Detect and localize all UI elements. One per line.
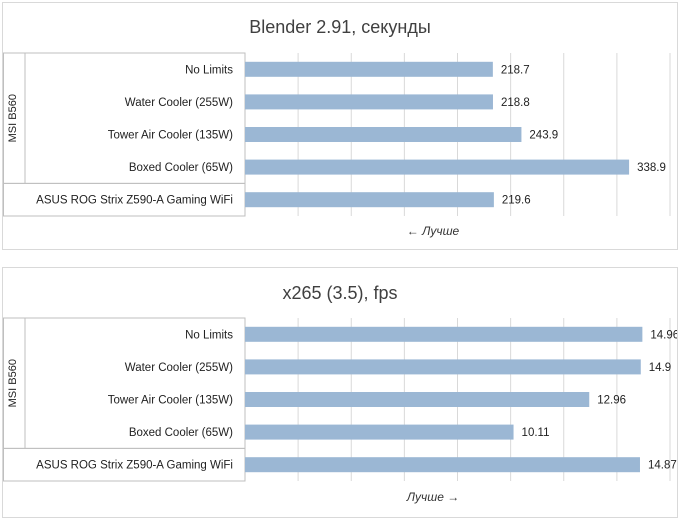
data-label: 14.96 xyxy=(650,329,677,341)
category-label: No Limits xyxy=(185,64,233,76)
bar xyxy=(245,192,494,208)
bar xyxy=(245,159,630,175)
bar xyxy=(245,94,493,110)
category-label: Boxed Cooler (65W) xyxy=(129,427,233,439)
bar xyxy=(245,424,514,440)
category-label: ASUS ROG Strix Z590-A Gaming WiFi xyxy=(36,195,233,207)
better-note: ← Лучше xyxy=(407,224,460,238)
bar xyxy=(245,457,640,473)
category-label: ASUS ROG Strix Z590-A Gaming WiFi xyxy=(36,460,233,472)
data-label: 338.9 xyxy=(637,162,666,174)
blender-chart-panel: Blender 2.91, секунды MSI B560 No Limits 21… xyxy=(2,2,678,250)
bar xyxy=(245,326,643,342)
data-label: 14.87 xyxy=(648,460,677,472)
data-label: 12.96 xyxy=(597,395,626,407)
x265-chart: x265 (3.5), fps MSI B560 No Limits 14.96 Wat… xyxy=(3,283,677,504)
chart-title: Blender 2.91, секунды xyxy=(249,17,431,37)
data-label: 219.6 xyxy=(502,195,531,207)
bar xyxy=(245,127,522,142)
category-label: Boxed Cooler (65W) xyxy=(129,162,233,174)
data-label: 10.11 xyxy=(522,427,550,439)
data-label: 243.9 xyxy=(529,130,558,142)
data-label: 218.8 xyxy=(501,97,530,109)
group-label: MSI B560 xyxy=(7,359,19,407)
group-label: MSI B560 xyxy=(7,94,19,142)
x265-chart-panel: x265 (3.5), fps MSI B560 No Limits 14.96 Wat… xyxy=(2,267,678,518)
category-label: Water Cooler (255W) xyxy=(125,362,233,374)
category-label: Water Cooler (255W) xyxy=(125,97,233,109)
category-label: No Limits xyxy=(185,329,233,341)
bar xyxy=(245,359,641,375)
blender-chart: Blender 2.91, секунды MSI B560 No Limits 21… xyxy=(3,17,671,238)
better-note: Лучше → xyxy=(406,490,459,504)
data-label: 218.7 xyxy=(501,64,530,76)
bar xyxy=(245,392,590,407)
bar xyxy=(245,61,493,77)
chart-title: x265 (3.5), fps xyxy=(282,283,397,303)
category-label: Tower Air Cooler (135W) xyxy=(108,130,233,142)
data-label: 14.9 xyxy=(649,362,671,374)
category-label: Tower Air Cooler (135W) xyxy=(108,395,233,407)
